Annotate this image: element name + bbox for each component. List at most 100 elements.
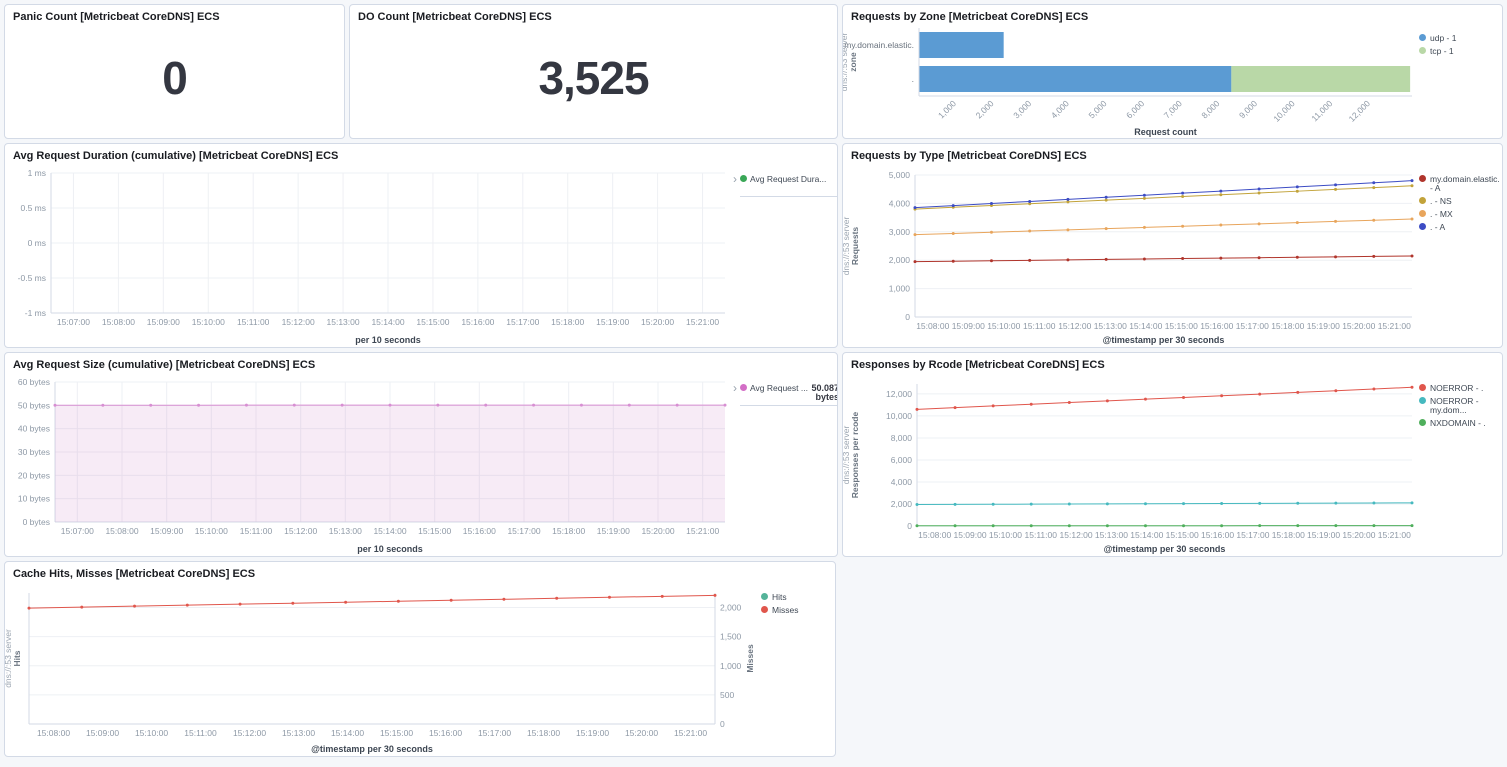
avg-request-size-chart[interactable]: 60 bytes 50 bytes 40 bytes 30 bytes 20 bytes…: [5, 374, 735, 556]
legend-item-nxdomain[interactable]: NXDOMAIN - .: [1419, 419, 1498, 428]
svg-text:15:07:00: 15:07:00: [61, 526, 94, 536]
cache-hits-misses-chart[interactable]: 2,000 1,500 1,000 500 0 15:08:00 15:09:00 15:10…: [5, 583, 759, 756]
svg-text:5,000: 5,000: [889, 170, 911, 180]
svg-text:50 bytes: 50 bytes: [18, 400, 50, 410]
legend-item-hits[interactable]: Hits: [761, 593, 831, 602]
svg-text:15:10:00: 15:10:00: [195, 526, 228, 536]
legend-item-noerror-mydomain[interactable]: NOERROR - my.dom...: [1419, 397, 1498, 415]
series-color-dot: [1419, 47, 1426, 54]
svg-text:15:11:00: 15:11:00: [1025, 530, 1058, 540]
svg-text:30 bytes: 30 bytes: [18, 447, 50, 457]
svg-text:15:14:00: 15:14:00: [1129, 321, 1162, 331]
svg-text:15:09:00: 15:09:00: [147, 317, 180, 327]
panel-title: Panic Count [Metricbeat CoreDNS] ECS: [13, 11, 220, 23]
svg-text:@timestamp per 30 seconds: @timestamp per 30 seconds: [1103, 335, 1225, 345]
svg-text:500: 500: [720, 690, 734, 700]
svg-text:8,000: 8,000: [891, 433, 913, 443]
svg-text:per 10 seconds: per 10 seconds: [355, 335, 421, 345]
svg-text:8,000: 8,000: [1199, 98, 1221, 120]
panel-avg-request-size: Avg Request Size (cumulative) [Metricbea…: [4, 352, 838, 557]
series-color-dot: [1419, 397, 1426, 404]
svg-text:Hits: Hits: [12, 650, 22, 666]
svg-text:15:17:00: 15:17:00: [1236, 321, 1269, 331]
svg-text:15:19:00: 15:19:00: [596, 317, 629, 327]
duration-legend: › Avg Request Dura... 0ms: [733, 172, 837, 197]
svg-text:15:09:00: 15:09:00: [952, 321, 985, 331]
panel-avg-request-duration: Avg Request Duration (cumulative) [Metri…: [4, 143, 838, 348]
svg-text:15:08:00: 15:08:00: [37, 728, 70, 738]
svg-text:15:12:00: 15:12:00: [1058, 321, 1091, 331]
type-legend: my.domain.elastic. - A . - NS . - MX . -…: [1419, 175, 1500, 232]
panel-requests-by-zone: Requests by Zone [Metricbeat CoreDNS] EC…: [842, 4, 1503, 139]
legend-item-avg-request-duration[interactable]: Avg Request Dura... 0ms: [740, 175, 837, 197]
svg-text:15:10:00: 15:10:00: [135, 728, 168, 738]
metric-body: 3,525: [350, 26, 837, 138]
svg-text:zone: zone: [848, 52, 858, 72]
legend-label: NXDOMAIN - .: [1430, 418, 1486, 428]
series-color-dot: [1419, 384, 1426, 391]
svg-text:-0.5 ms: -0.5 ms: [18, 273, 46, 283]
cache-legend: Hits Misses: [761, 593, 831, 615]
svg-text:2,000: 2,000: [891, 499, 913, 509]
legend-item-ns[interactable]: . - NS: [1419, 197, 1498, 206]
legend-label: tcp - 1: [1430, 46, 1454, 56]
svg-text:2,000: 2,000: [720, 603, 742, 613]
panel-title: Avg Request Size (cumulative) [Metricbea…: [13, 359, 316, 371]
svg-text:15:09:00: 15:09:00: [953, 530, 986, 540]
svg-text:11,000: 11,000: [1309, 98, 1334, 123]
svg-text:60 bytes: 60 bytes: [18, 377, 50, 387]
series-color-dot: [761, 593, 768, 600]
legend-expand-icon[interactable]: ›: [733, 381, 737, 395]
panel-title: Avg Request Duration (cumulative) [Metri…: [13, 150, 339, 162]
svg-text:5,000: 5,000: [1086, 98, 1108, 120]
svg-text:3,000: 3,000: [889, 227, 911, 237]
legend-item-misses[interactable]: Misses: [761, 606, 831, 615]
legend-item-mydomain-a[interactable]: my.domain.elastic. - A: [1419, 175, 1500, 193]
legend-expand-icon[interactable]: ›: [733, 172, 737, 186]
series-color-dot: [1419, 175, 1426, 182]
legend-value: 0ms: [829, 175, 837, 193]
legend-item-tcp[interactable]: tcp - 1: [1419, 47, 1497, 56]
legend-item-noerror-root[interactable]: NOERROR - .: [1419, 384, 1498, 393]
svg-text:15:11:00: 15:11:00: [237, 317, 270, 327]
legend-label: Avg Request Dura...: [750, 175, 827, 184]
svg-text:15:07:00: 15:07:00: [57, 317, 90, 327]
panel-cache-hits-misses: Cache Hits, Misses [Metricbeat CoreDNS] …: [4, 561, 836, 757]
legend-item-udp[interactable]: udp - 1: [1419, 34, 1497, 43]
legend-item-mx[interactable]: . - MX: [1419, 210, 1498, 219]
responses-by-rcode-chart[interactable]: 0 2,000 4,000 6,000 8,000 10,000 12,000 15:08:0…: [843, 374, 1418, 556]
svg-text:6,000: 6,000: [891, 455, 913, 465]
legend-label: . - NS: [1430, 196, 1452, 206]
series-color-dot: [1419, 223, 1426, 230]
legend-label: Avg Request ...: [750, 384, 808, 393]
svg-text:.: .: [912, 74, 914, 84]
svg-text:0 ms: 0 ms: [28, 238, 46, 248]
svg-text:15:21:00: 15:21:00: [686, 317, 719, 327]
metric-body: 0: [5, 26, 344, 138]
svg-text:Misses: Misses: [745, 644, 755, 673]
svg-text:15:11:00: 15:11:00: [240, 526, 273, 536]
panel-requests-by-type: Requests by Type [Metricbeat CoreDNS] EC…: [842, 143, 1503, 348]
series-color-dot: [761, 606, 768, 613]
requests-by-zone-chart[interactable]: 1,000 2,000 3,000 4,000 5,000 6,000 7,000 8,000…: [843, 26, 1418, 138]
svg-text:4,000: 4,000: [891, 477, 913, 487]
svg-text:20 bytes: 20 bytes: [18, 470, 50, 480]
avg-request-duration-chart[interactable]: 1 ms 0.5 ms 0 ms -0.5 ms -1 ms 15:07:00 15:08:…: [5, 165, 735, 347]
chart-area: 60 bytes 50 bytes 40 bytes 30 bytes 20 bytes…: [5, 374, 837, 556]
svg-text:15:14:00: 15:14:00: [373, 526, 406, 536]
svg-text:15:16:00: 15:16:00: [463, 526, 496, 536]
svg-text:4,000: 4,000: [889, 198, 911, 208]
svg-text:15:14:00: 15:14:00: [331, 728, 364, 738]
svg-text:12,000: 12,000: [886, 389, 912, 399]
svg-text:15:17:00: 15:17:00: [506, 317, 539, 327]
requests-by-type-chart[interactable]: 0 1,000 2,000 3,000 4,000 5,000 15:08:00 15:09:…: [843, 165, 1418, 347]
legend-item-a[interactable]: . - A: [1419, 223, 1498, 232]
do-count-value: 3,525: [538, 52, 649, 104]
svg-text:1 ms: 1 ms: [28, 168, 46, 178]
svg-text:1,000: 1,000: [936, 98, 958, 120]
legend-item-avg-request-size[interactable]: Avg Request ... 50.087 bytes: [740, 384, 837, 406]
legend-label: NOERROR - .: [1430, 383, 1484, 393]
svg-text:dns://:53 server: dns://:53 server: [843, 426, 851, 485]
svg-text:1,000: 1,000: [889, 284, 911, 294]
